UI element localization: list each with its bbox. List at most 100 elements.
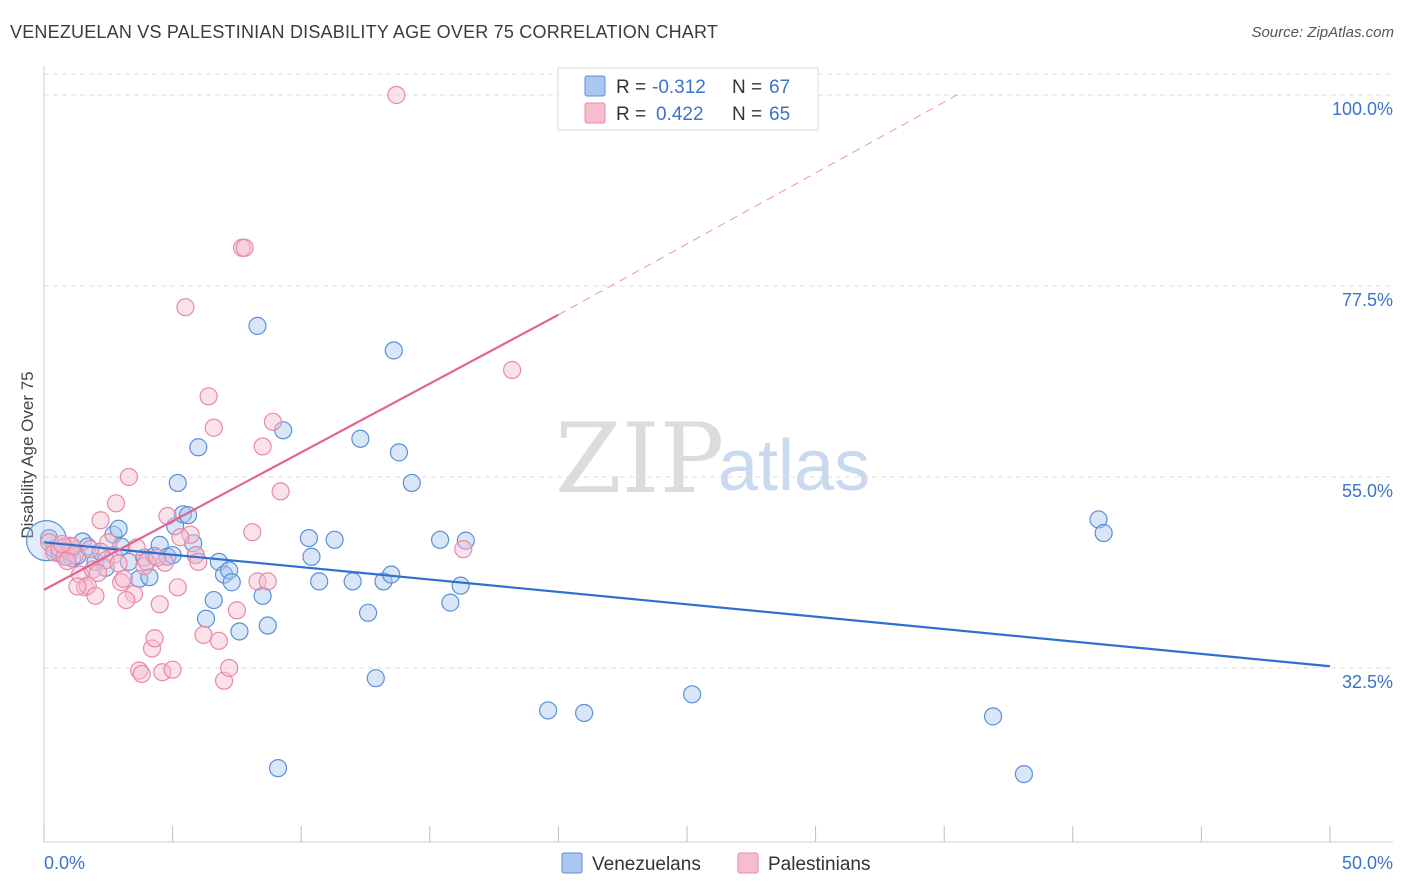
venezuelans-point <box>389 443 409 462</box>
legend-n-label: N = <box>732 77 762 98</box>
venezuelans-point <box>441 593 460 612</box>
venezuelans-point <box>109 519 128 538</box>
palestinians-point <box>68 577 87 596</box>
venezuelans-point <box>366 669 385 688</box>
palestinians-point <box>204 418 223 437</box>
palestinians-point <box>227 601 246 620</box>
legend-r-value-palestinians: 0.422 <box>656 104 704 125</box>
gridlines <box>44 73 1393 669</box>
palestinians-point <box>150 595 169 614</box>
venezuelans-point <box>258 616 277 635</box>
venezuelans-point <box>248 316 267 335</box>
venezuelans-point <box>539 701 558 720</box>
venezuelans-point <box>451 576 470 595</box>
legend-r-value-venezuelans: -0.312 <box>652 77 706 98</box>
venezuelans-point <box>299 528 319 548</box>
palestinians-point <box>86 586 105 605</box>
venezuelans-point <box>430 530 450 549</box>
palestinians-point <box>114 569 133 588</box>
legend-n-value-venezuelans: 67 <box>769 77 790 98</box>
venezuelans-point <box>343 572 362 591</box>
palestinians-point <box>199 387 218 406</box>
palestinians-point <box>503 360 522 380</box>
palestinians-point <box>163 660 182 679</box>
chart-title: VENEZUELAN VS PALESTINIAN DISABILITY AGE… <box>10 22 719 42</box>
venezuelans-point <box>220 561 239 580</box>
palestinians-point <box>176 298 195 317</box>
y-tick-label: 32.5% <box>1342 672 1393 692</box>
legend-swatch-palestinians <box>584 102 606 124</box>
series-legend[interactable]: Venezuelans Palestinians <box>561 852 870 875</box>
legend-r-label: R = <box>616 77 646 98</box>
trend-lines <box>43 94 1331 668</box>
x-tick-label-min: 0.0% <box>44 853 85 873</box>
palestinians-point <box>258 572 277 591</box>
venezuelans-point <box>683 685 702 704</box>
palestinians-point <box>209 631 228 650</box>
y-tick-label: 55.0% <box>1342 481 1393 501</box>
venezuelans-point <box>1094 523 1113 543</box>
y-tick-label: 77.5% <box>1342 290 1393 310</box>
legend-label-venezuelans[interactable]: Venezuelans <box>592 854 701 875</box>
venezuelans-trend-line <box>43 541 1331 668</box>
palestinians-point <box>168 578 187 597</box>
venezuelans-point <box>302 547 321 566</box>
palestinians-trend-extension <box>558 94 958 316</box>
palestinians-point <box>81 540 100 559</box>
venezuelans-point <box>189 438 208 457</box>
source-credit: Source: ZipAtlas.com <box>1251 24 1394 41</box>
venezuelans-point <box>983 707 1003 726</box>
legend-swatch-venezuelans[interactable] <box>561 852 583 874</box>
palestinians-point <box>454 540 473 559</box>
venezuelans-point <box>253 586 272 605</box>
y-tick-label: 100.0% <box>1332 99 1393 119</box>
palestinians-point <box>137 552 156 571</box>
watermark: ZIP atlas <box>555 403 870 515</box>
legend-r-label: R = <box>616 104 646 125</box>
palestinians-point <box>220 658 239 678</box>
palestinians-point <box>387 85 406 105</box>
palestinians-point <box>58 551 77 571</box>
palestinians-point <box>158 506 177 526</box>
legend-swatch-palestinians[interactable] <box>737 852 759 874</box>
palestinians-point <box>253 437 272 456</box>
palestinians-point <box>106 494 126 513</box>
palestinians-point <box>132 664 151 684</box>
venezuelans-point <box>1014 764 1034 784</box>
venezuelans-point <box>222 573 241 592</box>
palestinians-point <box>78 576 97 595</box>
palestinians-point <box>109 554 128 573</box>
palestinians-point <box>119 467 138 487</box>
venezuelans-point <box>204 590 223 610</box>
palestinians-point <box>112 573 131 592</box>
palestinians-trend-line <box>43 313 559 591</box>
y-axis-label: Disability Age Over 75 <box>18 371 37 538</box>
venezuelans-point <box>310 572 329 591</box>
palestinians-point <box>248 572 267 591</box>
palestinians-point <box>271 482 290 501</box>
palestinians-point <box>235 238 254 257</box>
legend-swatch-venezuelans <box>584 75 606 97</box>
venezuelans-point <box>140 568 159 587</box>
palestinians-point <box>91 511 110 530</box>
venezuelans-point <box>402 473 421 493</box>
venezuelans-point <box>325 530 344 549</box>
legend-label-palestinians[interactable]: Palestinians <box>768 854 870 875</box>
axes <box>43 66 1393 843</box>
palestinians-point <box>243 523 262 542</box>
venezuelans-point <box>374 572 393 591</box>
watermark-zip: ZIP <box>555 403 724 515</box>
watermark-atlas: atlas <box>718 426 870 506</box>
legend-n-value-palestinians: 65 <box>769 104 790 125</box>
venezuelans-point <box>384 341 403 360</box>
y-tick-labels: 32.5% 55.0% 77.5% 100.0% <box>1332 99 1393 692</box>
palestinians-point <box>263 412 283 431</box>
venezuelans-point <box>196 609 216 628</box>
palestinians-point <box>117 590 136 610</box>
venezuelans-point <box>351 429 370 448</box>
venezuelans-point <box>1089 510 1108 529</box>
venezuelans-point <box>268 759 288 778</box>
palestinians-point <box>130 661 149 680</box>
x-tick-label-max: 50.0% <box>1342 853 1393 873</box>
